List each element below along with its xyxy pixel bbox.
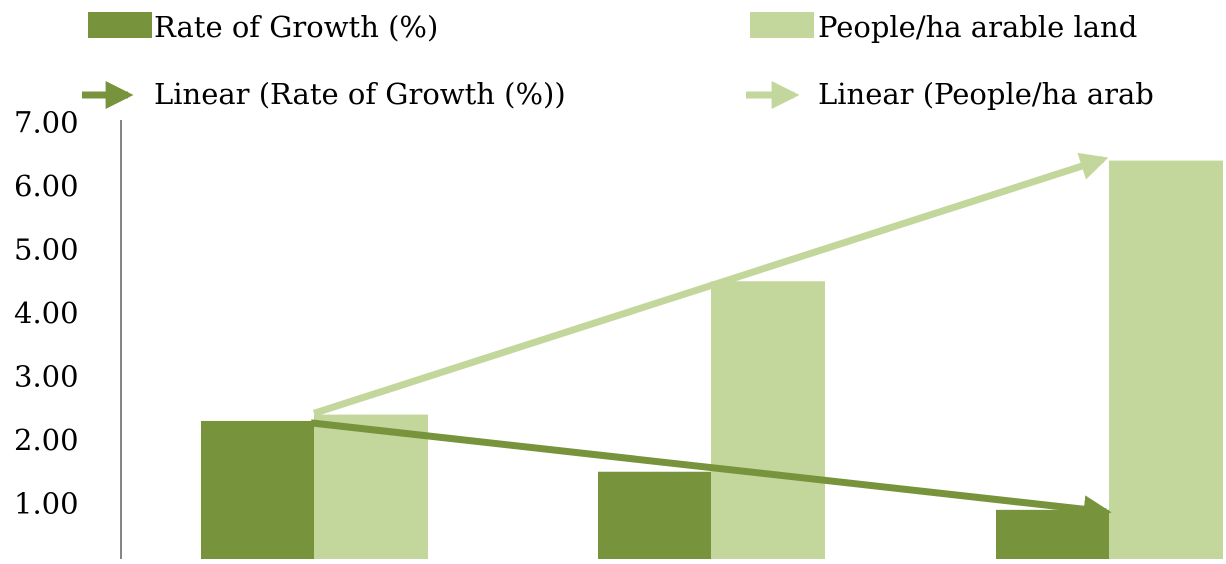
legend-label-linear-people-ha: Linear (People/ha arab	[818, 77, 1154, 111]
legend-item-people-ha: People/ha arable land	[750, 10, 1137, 44]
trendlines-layer	[310, 152, 1112, 524]
legend-label-linear-rate-of-growth: Linear (Rate of Growth (%))	[154, 77, 566, 111]
y-tick-label-5: 6.00	[14, 169, 79, 203]
y-tick-label-2: 3.00	[14, 360, 79, 394]
y-tick-label-1: 2.00	[14, 423, 79, 457]
legend-swatch-people-ha	[750, 12, 814, 38]
legend-item-linear-people-ha: Linear (People/ha arab	[746, 77, 1154, 111]
y-tick-label-3: 4.00	[14, 296, 79, 330]
bar-series0-cat0	[201, 420, 315, 564]
bar-series0-cat1	[598, 471, 712, 564]
bar-series1-cat1	[711, 281, 825, 564]
y-tick-label-4: 5.00	[14, 233, 79, 267]
y-tick-labels: 1.00 2.00 3.00 4.00 5.00 6.00 7.00	[14, 106, 79, 521]
legend-item-linear-rate-of-growth: Linear (Rate of Growth (%))	[82, 77, 566, 111]
legend: Rate of Growth (%) People/ha arable land…	[82, 10, 1154, 111]
y-tick-label-0: 1.00	[14, 487, 79, 521]
trendline-0	[310, 419, 1112, 524]
y-tick-label-6: 7.00	[14, 106, 79, 140]
bar-series1-cat2	[1109, 160, 1223, 564]
bar-series0-cat2	[996, 509, 1110, 564]
legend-label-people-ha: People/ha arable land	[818, 10, 1137, 44]
bar-series1-cat0	[314, 414, 428, 564]
legend-item-rate-of-growth: Rate of Growth (%)	[88, 10, 438, 44]
trendline-1	[312, 152, 1109, 417]
bars-layer	[201, 160, 1223, 564]
legend-swatch-rate-of-growth	[88, 12, 152, 38]
legend-label-rate-of-growth: Rate of Growth (%)	[154, 10, 438, 44]
